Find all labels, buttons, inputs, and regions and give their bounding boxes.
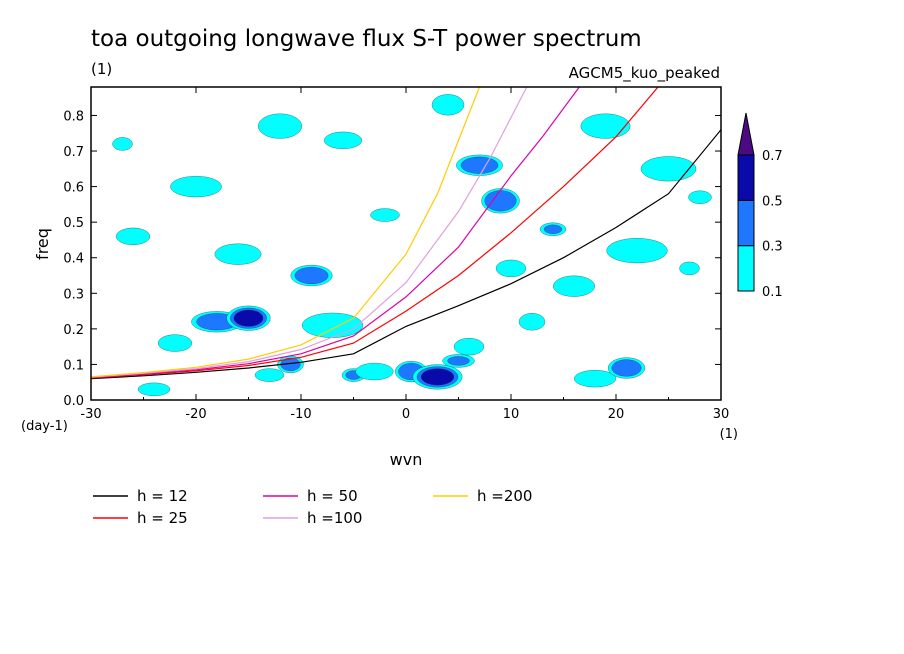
legend-label-h50: h = 50	[307, 487, 358, 505]
colorbar-label: 0.7	[762, 149, 783, 164]
contour-patch	[688, 190, 712, 204]
x-tick-label: -20	[185, 407, 206, 422]
contour-patch	[301, 312, 364, 338]
x-tick-label: -10	[290, 407, 311, 422]
contour-patch	[355, 362, 394, 381]
contour-patch	[606, 238, 668, 264]
colorbar-segment	[737, 199, 755, 247]
legend-label-h12: h = 12	[137, 487, 188, 505]
x-tick-label: 10	[503, 407, 520, 422]
contour-patch	[574, 370, 616, 388]
contour-patch	[553, 275, 595, 297]
contour-patch	[460, 156, 499, 174]
x-unit-label: (1)	[720, 427, 738, 442]
contour-patch	[254, 368, 285, 382]
contour-patch	[233, 309, 264, 327]
dispersion-curve-h50	[91, 87, 580, 379]
contour-patch	[453, 338, 485, 356]
contour-patch	[157, 334, 193, 352]
legend-label-h200: h =200	[477, 487, 532, 505]
legend-label-h25: h = 25	[137, 509, 188, 527]
contour-patch	[257, 113, 302, 139]
colorbar-segment	[737, 154, 755, 201]
contour-patch	[214, 243, 262, 265]
colorbar-label: 0.1	[762, 285, 783, 300]
contour-patch	[580, 113, 631, 139]
contour-patch	[447, 356, 470, 366]
colorbar-label: 0.5	[762, 194, 783, 209]
x-tick-label: 0	[402, 407, 410, 422]
contour-patch	[112, 137, 133, 151]
colorbar-arrow	[737, 112, 755, 156]
contour-patch	[420, 368, 455, 386]
x-axis: -30 -20 -10 0 10 20 30	[80, 87, 729, 422]
contour-patch	[544, 224, 562, 234]
y-tick-label: 0.4	[63, 252, 84, 267]
contour-patch	[611, 359, 642, 377]
colorbar-segment	[737, 245, 755, 292]
dispersion-curve-h25	[91, 87, 659, 379]
y-unit-label: (day-1)	[21, 419, 68, 434]
contour-patch	[640, 156, 697, 182]
contour-patch	[137, 382, 171, 396]
contour-patch	[495, 259, 527, 277]
dispersion-curve-h12	[91, 129, 721, 380]
chart-title: toa outgoing longwave flux S-T power spe…	[91, 26, 642, 52]
units-label: (1)	[91, 60, 112, 78]
y-axis: 0.0 0.1 0.2 0.3 0.4 0.5 0.6 0.7 0.8	[63, 109, 721, 409]
dispersion-curves	[91, 87, 721, 380]
dispersion-curve-h100	[91, 87, 528, 378]
y-tick-label: 0.6	[63, 181, 84, 196]
x-tick-label: 20	[608, 407, 625, 422]
y-tick-label: 0.8	[63, 109, 84, 124]
contour-patch	[170, 176, 222, 198]
dispersion-curve-h200	[91, 87, 481, 378]
y-tick-label: 0.2	[63, 323, 84, 338]
y-tick-label: 0.3	[63, 287, 84, 302]
y-tick-label: 0.7	[63, 145, 84, 160]
colorbar-label: 0.3	[762, 240, 783, 255]
legend-label-h100: h =100	[307, 509, 362, 527]
contour-patch	[294, 267, 329, 284]
contour-patch	[323, 131, 362, 149]
contour-patch	[679, 261, 700, 276]
y-tick-label: 0.5	[63, 216, 84, 231]
contour-patch	[370, 208, 400, 222]
y-tick-label: 0.0	[63, 394, 84, 409]
colorbar: 0.1 0.3 0.5 0.7	[737, 112, 783, 300]
y-tick-label: 0.1	[63, 358, 84, 373]
x-tick-label: 30	[713, 407, 730, 422]
contour-field	[112, 94, 712, 396]
y-axis-label: freq	[33, 228, 52, 260]
contour-patch	[518, 313, 546, 331]
x-tick-label: -30	[80, 407, 101, 422]
contour-patch	[431, 94, 465, 116]
contour-patch	[115, 227, 151, 245]
contour-patch	[484, 190, 517, 212]
legend: h = 12 h = 25 h = 50 h =100 h =200	[93, 487, 532, 527]
model-label: AGCM5_kuo_peaked	[569, 64, 720, 83]
x-axis-label: wvn	[390, 450, 423, 469]
